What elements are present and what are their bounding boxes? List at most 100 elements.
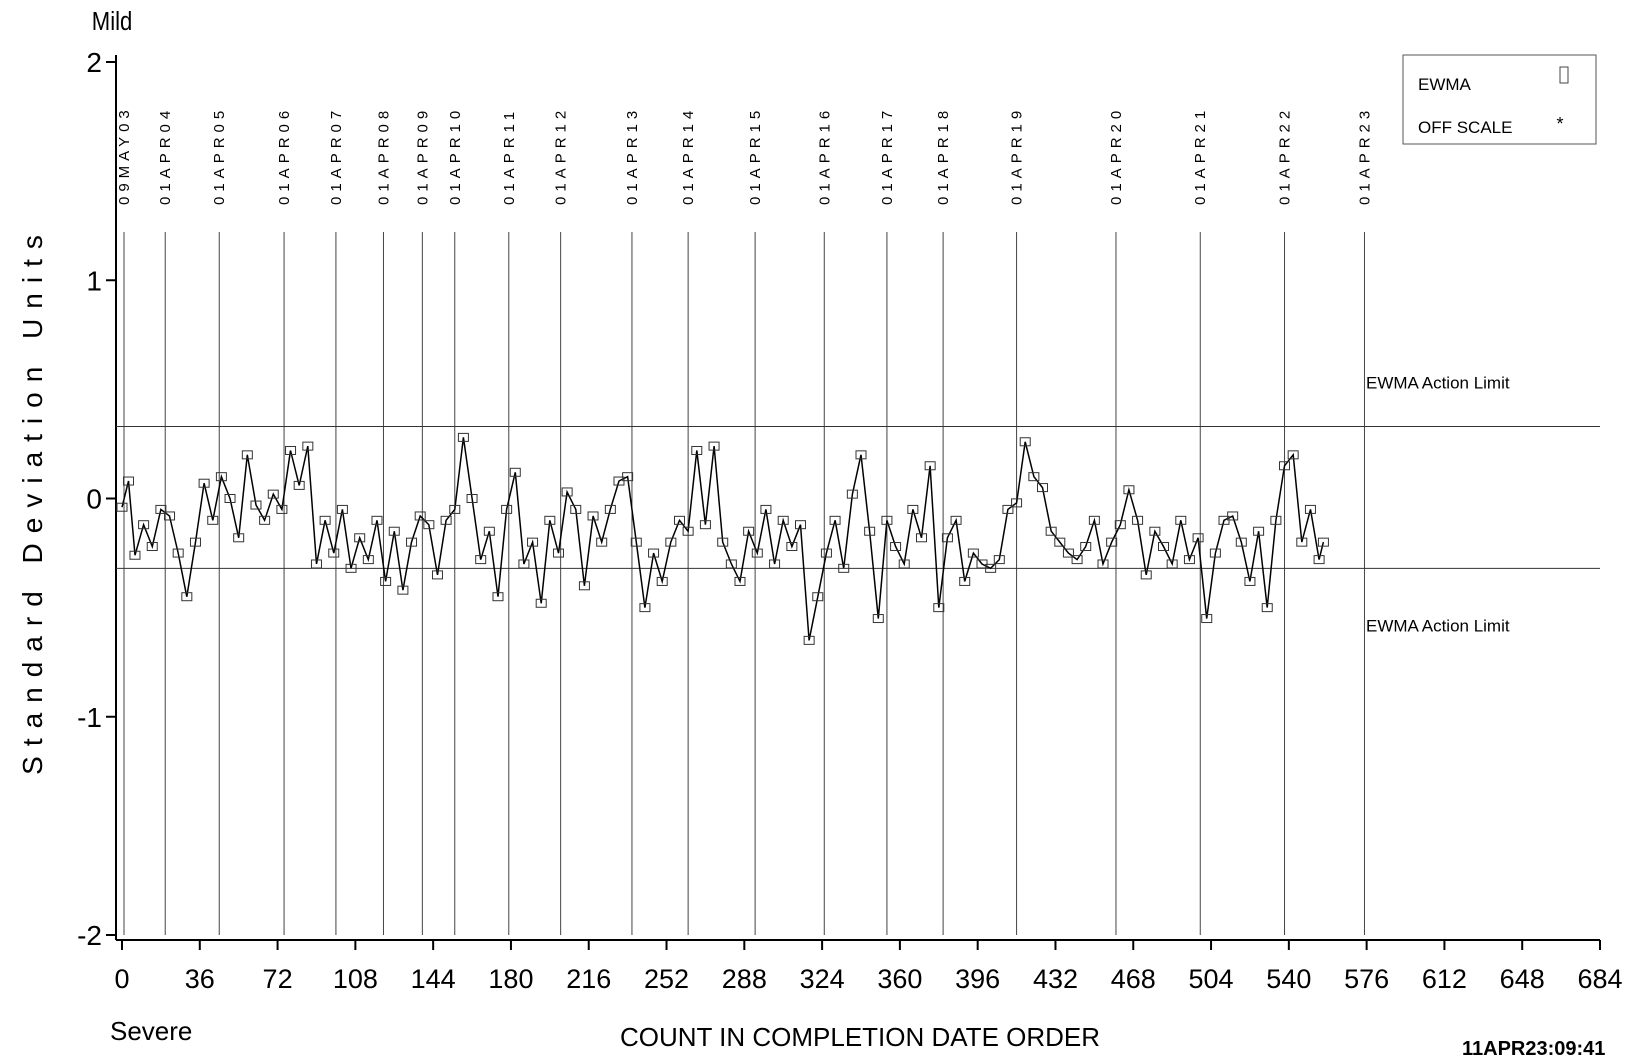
ewma-point: [457, 432, 469, 442]
x-tick-label: 108: [333, 964, 378, 994]
ewma-point: [1270, 515, 1282, 525]
ewma-point: [898, 559, 910, 569]
ewma-point: [492, 592, 504, 602]
date-marker-label: 09MAY03: [116, 105, 133, 205]
ewma-point: [1011, 498, 1023, 508]
ewma-point: [829, 515, 841, 525]
ewma-point: [518, 559, 530, 569]
x-tick-label: 648: [1500, 964, 1545, 994]
lower-action-limit-label: EWMA Action Limit: [1366, 616, 1510, 635]
ewma-point: [1209, 548, 1221, 558]
ewma-point: [116, 502, 128, 512]
y-tick-label: -2: [77, 920, 102, 951]
x-tick-label: 288: [722, 964, 767, 994]
ewma-point: [319, 515, 331, 525]
ewma-point: [397, 585, 409, 595]
date-marker-label: 01APR07: [328, 106, 345, 205]
ewma-point: [233, 533, 245, 543]
ewma-point: [1054, 537, 1066, 547]
ewma-point: [907, 504, 919, 514]
ewma-point: [1097, 559, 1109, 569]
legend-square-icon: [1559, 66, 1569, 84]
ewma-point: [1253, 526, 1265, 536]
y-tick-label: -1: [77, 702, 102, 733]
legend-asterisk-icon: *: [1556, 114, 1563, 134]
ewma-point: [285, 445, 297, 455]
ewma-point: [838, 563, 850, 573]
ewma-point: [1296, 537, 1308, 547]
date-marker-label: 01APR21: [1192, 106, 1209, 205]
x-tick-label: 324: [800, 964, 845, 994]
ewma-point: [743, 526, 755, 536]
ewma-point: [1028, 472, 1040, 482]
ewma-point: [665, 537, 677, 547]
x-tick-label: 252: [644, 964, 689, 994]
date-marker-label: 01APR10: [447, 106, 464, 205]
legend-label-ewma: EWMA: [1418, 75, 1472, 94]
ewma-point: [552, 548, 564, 558]
ewma-point: [872, 614, 884, 624]
x-tick-label: 504: [1189, 964, 1234, 994]
ewma-point: [622, 472, 634, 482]
ewma-point: [639, 603, 651, 613]
ewma-point: [122, 476, 134, 486]
ewma-point: [1317, 537, 1329, 547]
ewma-point: [215, 472, 227, 482]
ewma-point: [138, 520, 150, 530]
ewma-point: [725, 559, 737, 569]
y-top-label: Mild: [92, 7, 133, 36]
legend-box: [1402, 54, 1597, 145]
ewma-point: [1244, 576, 1256, 586]
ewma-point: [207, 515, 219, 525]
legend: EWMA OFF SCALE *: [1402, 54, 1597, 145]
y-tick-label: 2: [86, 47, 102, 78]
ewma-point: [924, 461, 936, 471]
ewma-point: [890, 542, 902, 552]
ewma-point: [449, 504, 461, 514]
ewma-point: [916, 533, 928, 543]
x-tick-label: 612: [1422, 964, 1467, 994]
ewma-point: [820, 548, 832, 558]
ewma-point: [1114, 520, 1126, 530]
ewma-point: [941, 533, 953, 543]
ewma-point: [604, 504, 616, 514]
ewma-point: [570, 504, 582, 514]
ewma-point: [509, 467, 521, 477]
ewma-point: [648, 548, 660, 558]
ewma-point: [345, 563, 357, 573]
ewma-point: [129, 550, 141, 560]
ewma-point: [691, 445, 703, 455]
ewma-point: [769, 559, 781, 569]
ewma-point: [1123, 485, 1135, 495]
ewma-point: [380, 576, 392, 586]
action-limits: EWMA Action Limit EWMA Action Limit: [116, 373, 1600, 635]
ewma-point: [362, 555, 374, 565]
date-marker-label: 01APR17: [879, 106, 896, 205]
date-marker-label: 01APR23: [1356, 106, 1373, 205]
date-marker-label: 01APR22: [1277, 106, 1294, 205]
x-ticks: 0 36 72 108 144 180 216 252 288 324 360 396 432 468 50…: [114, 940, 1623, 994]
x-tick-label: 576: [1344, 964, 1389, 994]
ewma-point: [224, 494, 236, 503]
ewma-point: [1304, 504, 1316, 514]
ewma-point: [1166, 559, 1178, 569]
x-tick-label: 684: [1577, 964, 1622, 994]
ewma-point: [1019, 437, 1031, 447]
x-tick-label: 540: [1266, 964, 1311, 994]
y-ticks: 2 1 0 -1 -2: [77, 47, 116, 951]
date-marker-label: 01APR05: [211, 106, 228, 205]
ewma-point: [475, 555, 487, 565]
ewma-point: [302, 441, 314, 451]
ewma-point: [1140, 570, 1152, 580]
ewma-point: [155, 504, 167, 514]
x-tick-label: 432: [1033, 964, 1078, 994]
x-tick-label: 468: [1111, 964, 1156, 994]
ewma-point: [1175, 515, 1187, 525]
x-axis-title: COUNT IN COMPLETION DATE ORDER: [620, 1022, 1100, 1052]
timestamp: 11APR23:09:41: [1462, 1038, 1605, 1055]
ewma-point: [371, 515, 383, 525]
date-marker-label: 01APR09: [414, 106, 431, 205]
ewma-point: [1037, 483, 1049, 493]
x-tick-label: 216: [566, 964, 611, 994]
